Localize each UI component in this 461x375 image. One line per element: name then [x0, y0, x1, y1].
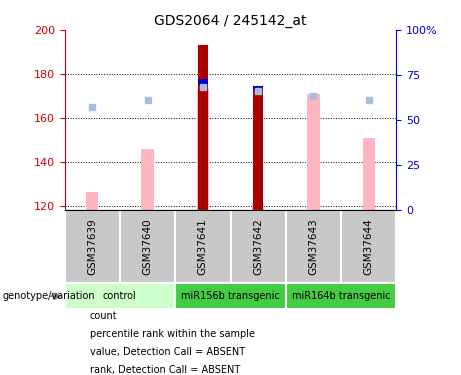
- Bar: [307, 94, 319, 210]
- Bar: [341, 210, 396, 283]
- Bar: [175, 210, 230, 283]
- Text: count: count: [90, 311, 118, 321]
- Text: GSM37642: GSM37642: [253, 218, 263, 275]
- Bar: [198, 80, 208, 85]
- Text: value, Detection Call = ABSENT: value, Detection Call = ABSENT: [90, 347, 245, 357]
- Bar: [253, 86, 263, 92]
- Bar: [86, 192, 98, 210]
- Text: GSM37640: GSM37640: [142, 218, 153, 275]
- Bar: [142, 148, 154, 210]
- Bar: [65, 283, 175, 309]
- Text: rank, Detection Call = ABSENT: rank, Detection Call = ABSENT: [90, 365, 240, 375]
- Text: genotype/variation: genotype/variation: [2, 291, 95, 301]
- Text: control: control: [103, 291, 137, 301]
- Bar: [65, 210, 120, 283]
- Text: GSM37644: GSM37644: [364, 218, 374, 275]
- Text: miR156b transgenic: miR156b transgenic: [181, 291, 280, 301]
- Bar: [286, 210, 341, 283]
- Bar: [230, 210, 286, 283]
- Bar: [197, 89, 209, 210]
- Bar: [252, 203, 264, 210]
- Bar: [198, 45, 208, 210]
- Bar: [175, 283, 286, 309]
- Bar: [286, 283, 396, 309]
- Text: GSM37639: GSM37639: [87, 218, 97, 275]
- Text: GSM37641: GSM37641: [198, 218, 208, 275]
- Text: GSM37643: GSM37643: [308, 218, 319, 275]
- Bar: [253, 89, 263, 210]
- Bar: [363, 138, 375, 210]
- Text: percentile rank within the sample: percentile rank within the sample: [90, 329, 255, 339]
- Bar: [120, 210, 175, 283]
- Text: miR164b transgenic: miR164b transgenic: [292, 291, 390, 301]
- Title: GDS2064 / 245142_at: GDS2064 / 245142_at: [154, 13, 307, 28]
